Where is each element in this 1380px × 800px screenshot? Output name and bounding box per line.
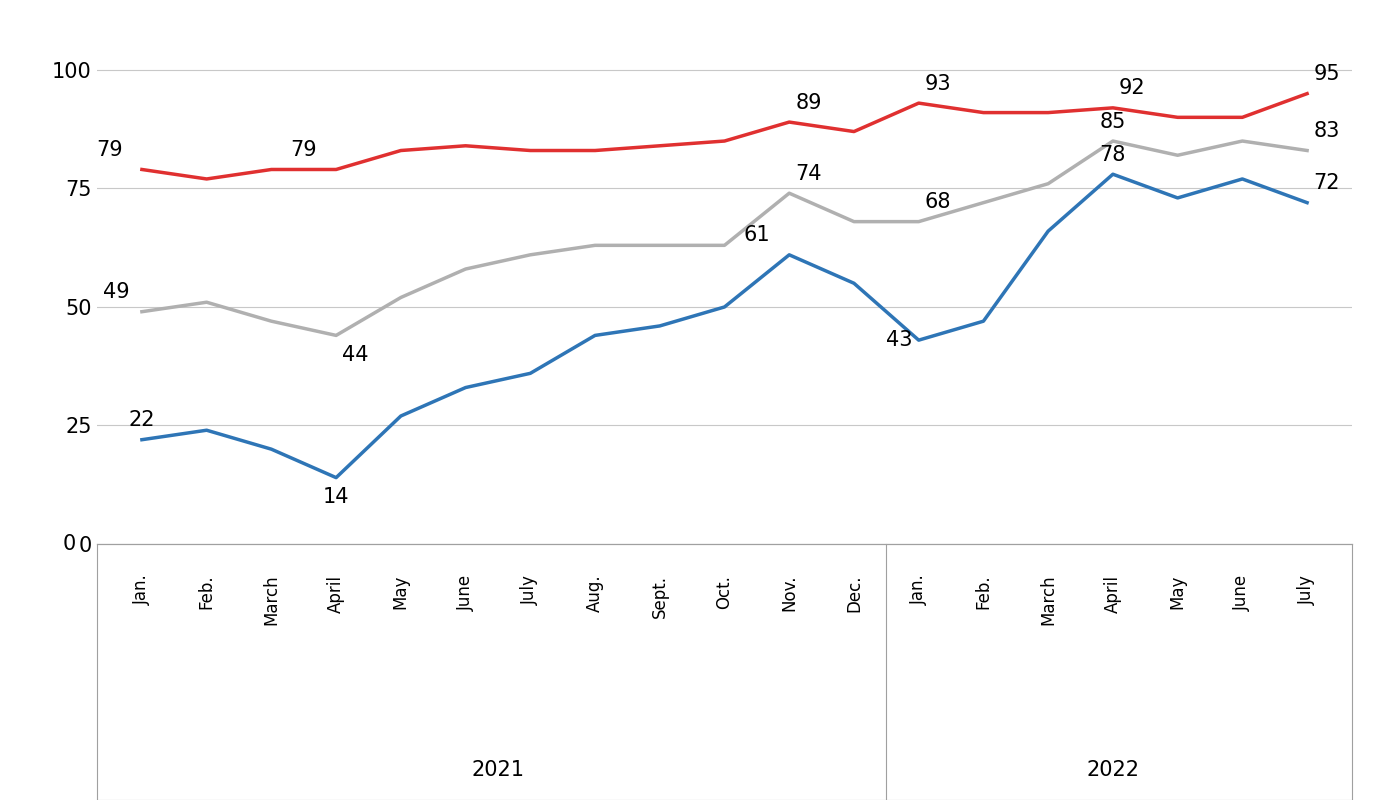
Text: 22: 22: [128, 410, 155, 430]
Text: May: May: [1169, 574, 1187, 609]
Text: 14: 14: [323, 487, 349, 507]
Text: March: March: [1039, 574, 1057, 626]
Text: Nov.: Nov.: [780, 574, 798, 611]
Text: April: April: [1104, 574, 1122, 613]
Text: 0: 0: [62, 534, 76, 554]
Text: 44: 44: [342, 345, 368, 365]
Text: 83: 83: [1314, 121, 1340, 141]
Text: March: March: [262, 574, 280, 626]
Text: 89: 89: [795, 93, 822, 113]
Text: 72: 72: [1314, 173, 1340, 193]
Text: June: June: [457, 574, 475, 611]
Text: Sept.: Sept.: [651, 574, 669, 618]
Text: 2022: 2022: [1086, 759, 1140, 779]
Text: Dec.: Dec.: [845, 574, 862, 612]
Text: 93: 93: [925, 74, 951, 94]
Text: 92: 92: [1119, 78, 1145, 98]
Text: 74: 74: [795, 164, 822, 184]
Text: Feb.: Feb.: [197, 574, 215, 610]
Text: 79: 79: [97, 140, 123, 160]
Text: Jan.: Jan.: [132, 574, 150, 606]
Text: 95: 95: [1314, 64, 1340, 84]
Text: 68: 68: [925, 192, 951, 212]
Text: 49: 49: [102, 282, 130, 302]
Text: July: July: [522, 574, 540, 605]
Text: 2021: 2021: [472, 759, 524, 779]
Text: Jan.: Jan.: [909, 574, 927, 606]
Text: 85: 85: [1100, 111, 1126, 131]
Text: Feb.: Feb.: [974, 574, 992, 610]
Text: 43: 43: [886, 330, 912, 350]
Text: 79: 79: [290, 140, 317, 160]
Text: 78: 78: [1100, 145, 1126, 165]
Text: Oct.: Oct.: [715, 574, 734, 609]
Text: 61: 61: [744, 226, 770, 246]
Text: July: July: [1299, 574, 1317, 605]
Text: April: April: [327, 574, 345, 613]
Text: May: May: [392, 574, 410, 609]
Text: Aug.: Aug.: [586, 574, 604, 612]
Text: June: June: [1234, 574, 1252, 611]
